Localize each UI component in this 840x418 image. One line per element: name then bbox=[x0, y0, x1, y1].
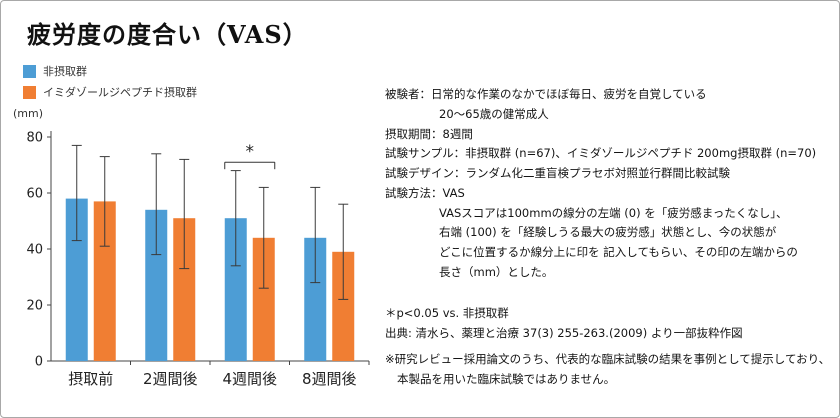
bar bbox=[173, 218, 196, 361]
legend-item: イミダゾールジペプチド摂取群 bbox=[23, 84, 197, 100]
study-info-line: 試験サンプル：非摂取群 (n=67)、イミダゾールジペプチド 200mg摂取群 … bbox=[385, 146, 817, 161]
legend-label: イミダゾールジペプチド摂取群 bbox=[43, 86, 197, 99]
y-tick-label: 60 bbox=[26, 187, 43, 202]
legend-label: 非摂取群 bbox=[43, 65, 87, 78]
significance-asterisk: * bbox=[246, 142, 255, 162]
x-category-label: 8週間後 bbox=[302, 370, 357, 388]
study-info-line: 摂取期間：8週間 bbox=[385, 126, 473, 141]
y-tick-label: 20 bbox=[26, 299, 43, 314]
study-info-line: 長さ（mm）とした。 bbox=[439, 264, 554, 279]
study-info-line: VASスコアは100mmの線分の左端 (0) を「疲労感まったくなし」、 bbox=[439, 205, 788, 220]
disclaimer-line: ※研究レビュー採用論文のうち、代表的な臨床試験の結果を事例として提示しており、 bbox=[385, 352, 831, 366]
y-tick-label: 0 bbox=[35, 355, 43, 370]
y-axis-unit-label: (mm) bbox=[13, 107, 44, 120]
disclaimer-line: 本製品を用いた臨床試験ではありません。 bbox=[397, 371, 616, 386]
page-title: 疲労度の度合い（VAS） bbox=[27, 20, 308, 49]
y-tick-label: 40 bbox=[26, 243, 43, 258]
study-info-line: どこに位置するか線分上に印を 記入してもらい、その印の左端からの bbox=[439, 245, 798, 260]
legend: 非摂取群 イミダゾールジペプチド摂取群 bbox=[23, 63, 197, 100]
bar bbox=[224, 218, 247, 361]
bar bbox=[65, 198, 88, 361]
bar bbox=[145, 209, 168, 361]
disclaimer: ※研究レビュー採用論文のうち、代表的な臨床試験の結果を事例として提示しており、 … bbox=[385, 350, 837, 389]
study-info-line: 試験デザイン：ランダム化二重盲検プラセボ対照並行群間比較試験 bbox=[385, 166, 730, 181]
legend-item: 非摂取群 bbox=[23, 63, 197, 79]
study-info-line: 被験者：日常的な作業のなかでほぼ毎日、疲労を自覚している bbox=[385, 87, 707, 101]
y-tick-label: 80 bbox=[26, 131, 43, 146]
legend-swatch-orange bbox=[23, 85, 36, 99]
study-info: 被験者：日常的な作業のなかでほぼ毎日、疲労を自覚している 20～65歳の健常成人… bbox=[385, 85, 837, 283]
study-info-line: 20～65歳の健常成人 bbox=[439, 106, 549, 121]
bar bbox=[93, 201, 116, 361]
study-info-line: 右端 (100) を「経験しうる最大の疲労感」状態とし、今の状態が bbox=[439, 225, 777, 240]
x-category-label: 2週間後 bbox=[143, 370, 198, 388]
bar bbox=[332, 251, 355, 361]
legend-swatch-blue bbox=[23, 64, 36, 78]
vas-bar-chart: 0 20 40 60 80 摂取前 2週間後 4週間後 8週間後 * bbox=[26, 131, 370, 388]
x-category-label: 4週間後 bbox=[222, 370, 277, 388]
source-citation: 出典: 清水ら、薬理と治療 37(3) 255-263.(2009) より一部抜… bbox=[385, 325, 743, 340]
x-category-label: 摂取前 bbox=[68, 370, 113, 388]
footnotes: ＊p<0.05 vs. 非摂取群 出典: 清水ら、薬理と治療 37(3) 255… bbox=[385, 304, 837, 344]
bar bbox=[304, 237, 327, 361]
study-info-line: 試験方法：VAS bbox=[385, 185, 465, 200]
bar bbox=[252, 237, 275, 361]
significance-footnote: ＊p<0.05 vs. 非摂取群 bbox=[385, 306, 509, 320]
